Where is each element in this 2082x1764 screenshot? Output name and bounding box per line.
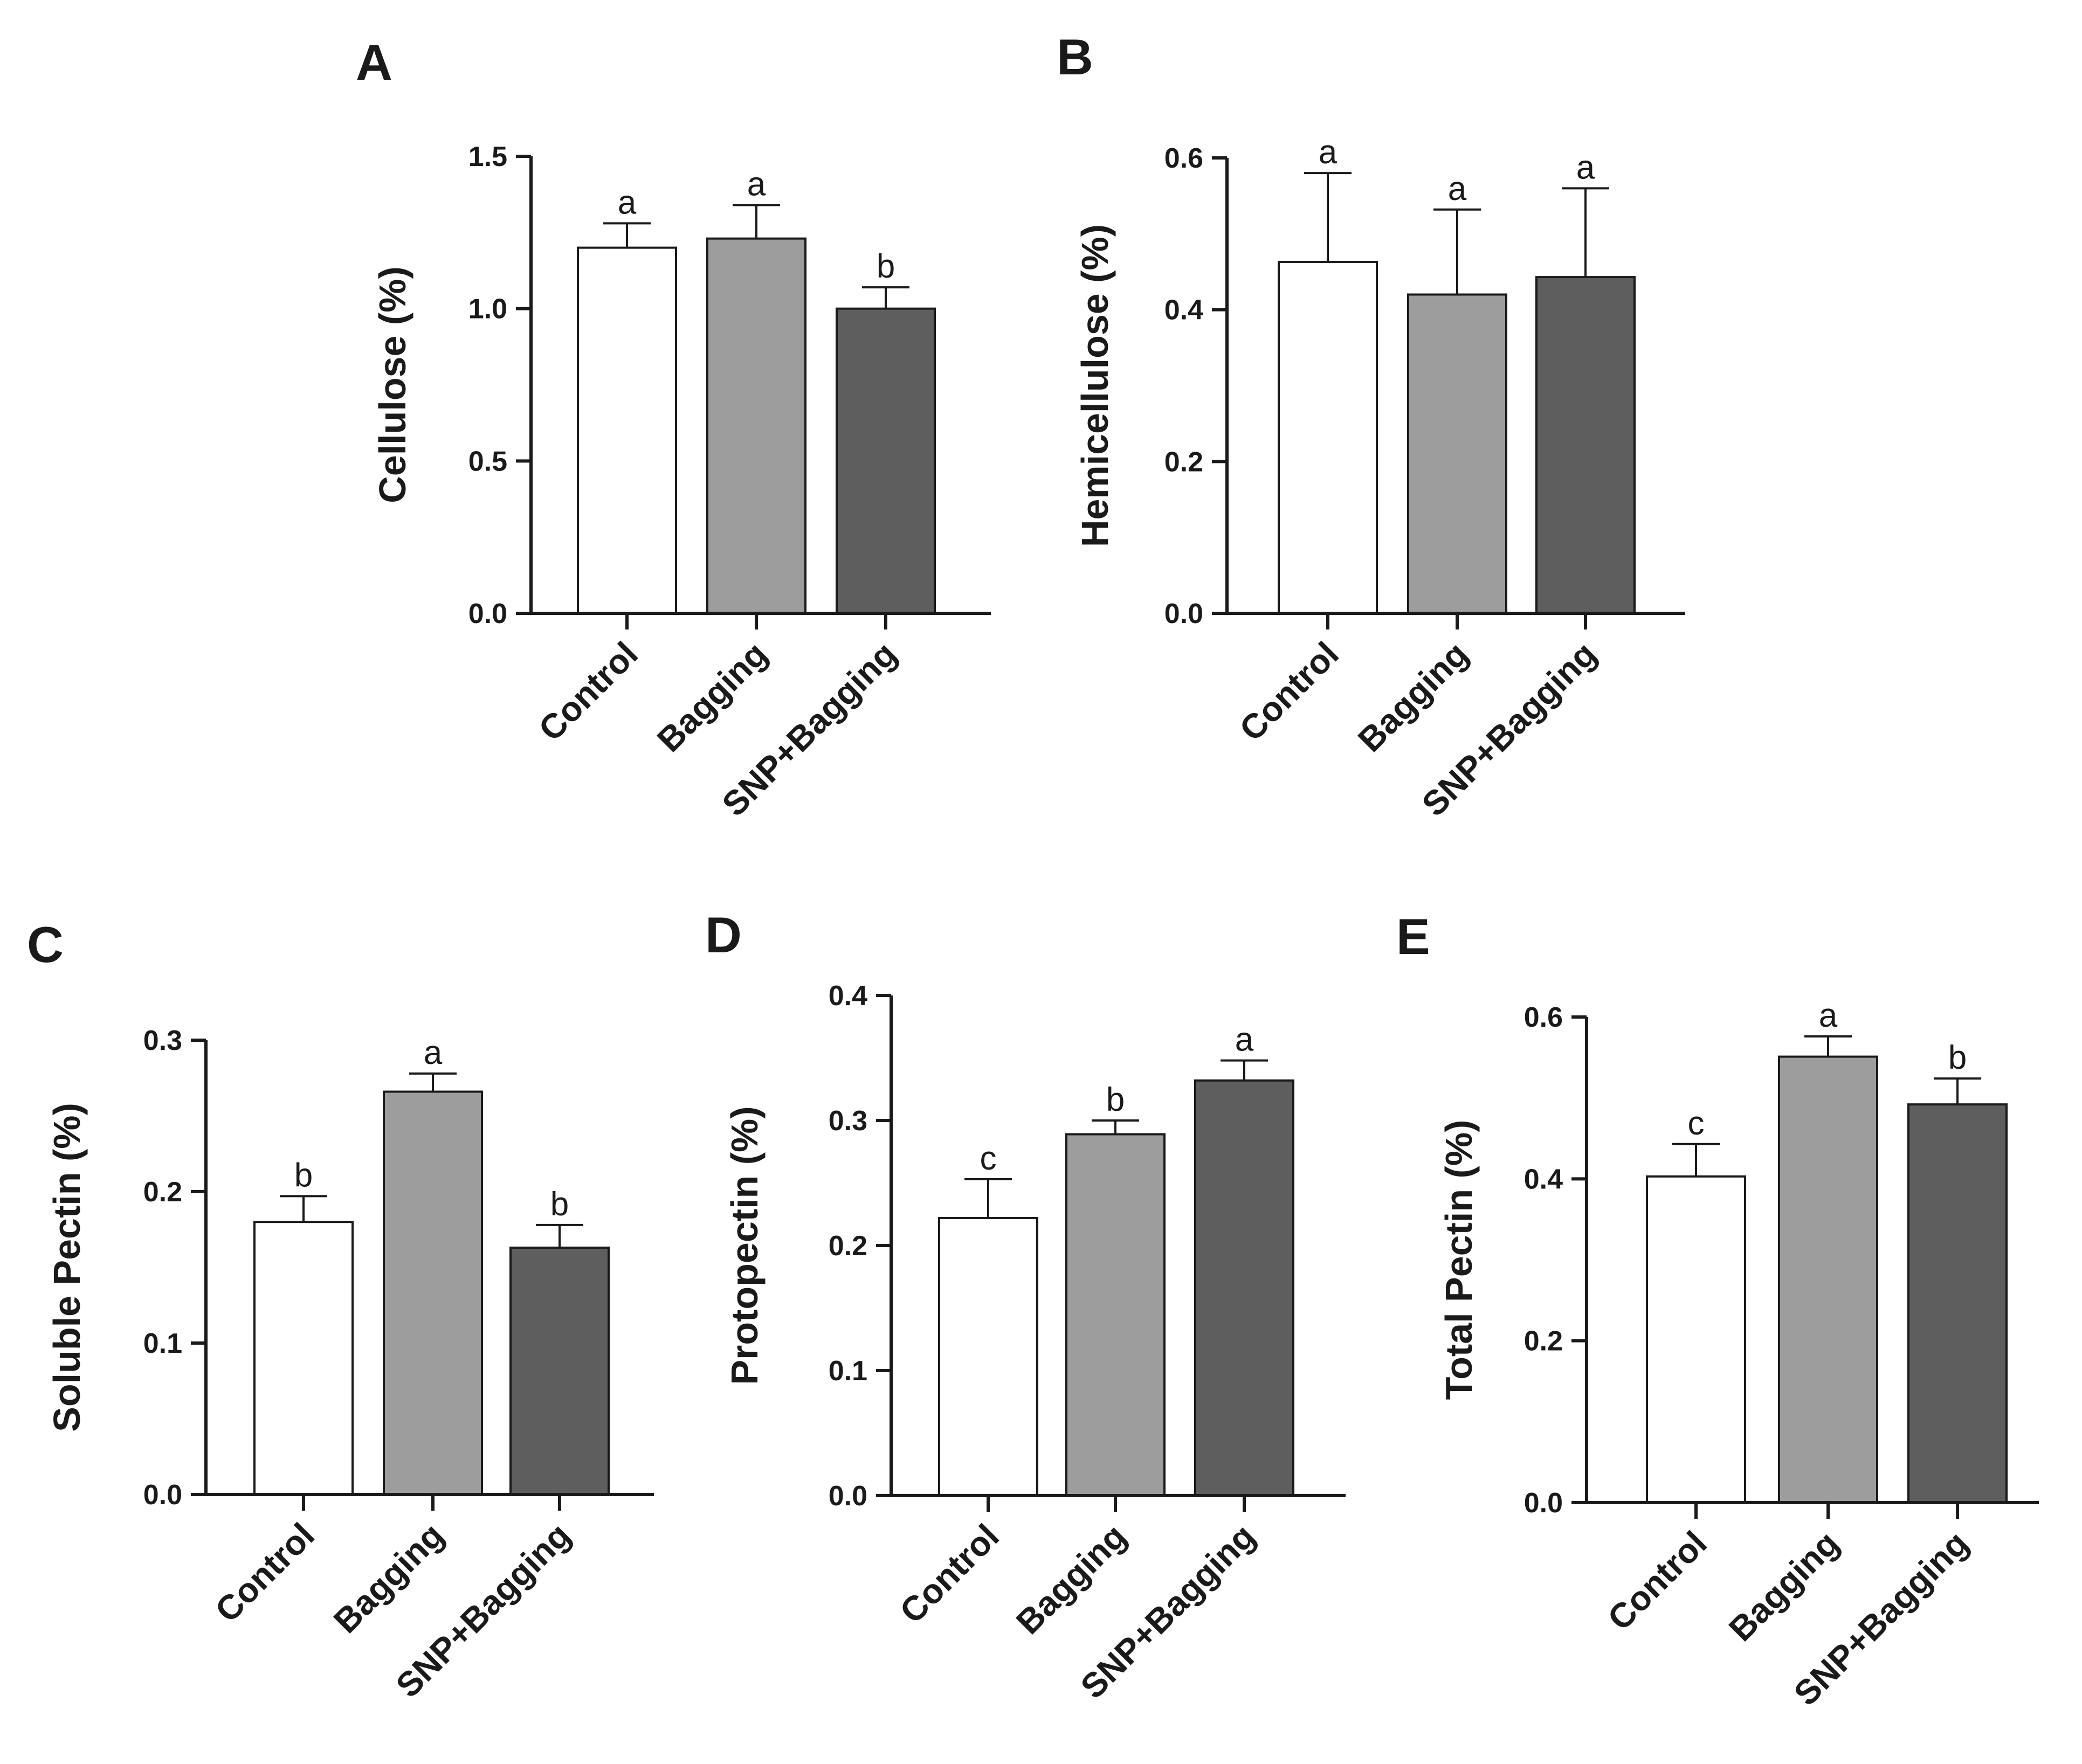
panel-a-bar <box>577 246 677 615</box>
panel-e-bar <box>1778 1055 1878 1504</box>
panel-d-bar <box>938 1216 1038 1497</box>
panel-c-bar <box>509 1246 610 1496</box>
panel-e-significance-letter: b <box>1948 1039 1967 1076</box>
panel-c-significance-letter: b <box>550 1186 569 1223</box>
panel-e-significance-letter: a <box>1819 997 1838 1034</box>
panel-a-bar <box>836 307 936 614</box>
panel-b-bar <box>1535 276 1636 614</box>
panel-d-bar <box>1065 1133 1166 1497</box>
panel-e-ylabel: Total Pectin (%) <box>1438 1120 1480 1400</box>
panel-e-bar <box>1646 1175 1746 1504</box>
panel-d-bar <box>1194 1079 1294 1497</box>
panel-d-ytick-label: 0.4 <box>829 980 867 1012</box>
panel-a-ytick-label: 1.5 <box>468 141 507 172</box>
panel-c-letter: C <box>27 916 64 973</box>
panel-a-significance-letter: a <box>747 165 766 203</box>
panel-a-ytick-label: 0.0 <box>468 598 507 629</box>
panel-d-ytick-label: 0.1 <box>829 1355 867 1387</box>
panel-e-ytick-label: 0.0 <box>1524 1488 1563 1519</box>
panel-b-significance-letter: a <box>1319 134 1338 171</box>
panel-b-bar <box>1278 260 1378 615</box>
panel-b-ytick-label: 0.4 <box>1164 295 1203 326</box>
panel-c-ytick-label: 0.2 <box>143 1177 182 1208</box>
panel-b-significance-letter: a <box>1576 149 1595 186</box>
panel-b-significance-letter: a <box>1448 170 1467 207</box>
panel-a-significance-letter: a <box>618 184 637 221</box>
panel-a-significance-letter: b <box>877 248 895 285</box>
panel-c-ytick-label: 0.3 <box>143 1025 182 1056</box>
panel-a-bar <box>706 237 806 614</box>
panel-b-letter: B <box>1057 29 1093 85</box>
panel-e-ytick-label: 0.2 <box>1524 1326 1563 1357</box>
panel-c-significance-letter: b <box>294 1157 313 1194</box>
panel-a-ytick-label: 0.5 <box>468 446 507 477</box>
panel-e-ytick-label: 0.6 <box>1524 1002 1563 1033</box>
panel-b-bar <box>1407 293 1507 614</box>
panel-d-ytick-label: 0.0 <box>829 1481 867 1512</box>
panel-c-ylabel: Soluble Pectin (%) <box>46 1103 88 1432</box>
panel-d-ytick-label: 0.2 <box>829 1230 867 1262</box>
panel-c-ytick-label: 0.1 <box>143 1328 182 1359</box>
panel-c-bar <box>253 1221 354 1496</box>
panel-e-letter: E <box>1396 908 1430 965</box>
panel-a-letter: A <box>356 34 392 91</box>
panel-d-letter: D <box>705 907 742 963</box>
panel-b-ylabel: Hemicellulose (%) <box>1074 224 1116 547</box>
panel-b-ytick-label: 0.0 <box>1164 598 1203 629</box>
panel-d-ytick-label: 0.3 <box>829 1105 867 1137</box>
panel-e-ytick-label: 0.4 <box>1524 1164 1563 1195</box>
panel-c-bar <box>383 1090 483 1496</box>
panel-d-significance-letter: b <box>1106 1081 1125 1118</box>
panel-e-significance-letter: c <box>1688 1105 1705 1142</box>
panel-a-ytick-label: 1.0 <box>468 294 507 325</box>
panel-c-significance-letter: a <box>424 1034 443 1071</box>
panel-c-ytick-label: 0.0 <box>143 1479 182 1511</box>
panel-a-ylabel: Cellulose (%) <box>371 266 413 503</box>
panel-d-ylabel: Protopectin (%) <box>723 1106 766 1385</box>
panel-b-ytick-label: 0.6 <box>1164 143 1203 174</box>
panel-d-significance-letter: a <box>1235 1021 1254 1059</box>
panel-b-ytick-label: 0.2 <box>1164 446 1203 478</box>
panel-e-bar <box>1907 1103 2008 1504</box>
panel-d-significance-letter: c <box>980 1140 997 1177</box>
